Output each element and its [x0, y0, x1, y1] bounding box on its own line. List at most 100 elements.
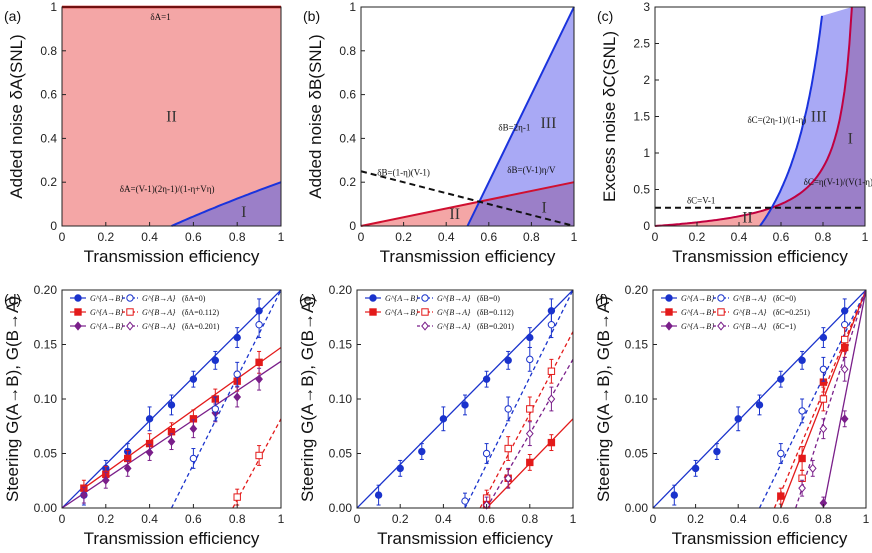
data-point	[504, 473, 513, 483]
y-tick-label: 0.2	[339, 175, 356, 189]
panel-label: (d)	[4, 291, 21, 307]
annotation-red: δB=(V-1)η/V	[507, 165, 556, 175]
legend-param: (δA=0)	[182, 294, 206, 303]
x-tick-label: 0.2	[97, 230, 114, 244]
x-tick-label: 0.8	[229, 512, 246, 526]
y-axis-label: Excess noise δC(SNL)	[600, 31, 619, 202]
data-point	[255, 358, 263, 367]
x-tick-label: 0.4	[141, 230, 158, 244]
series-4	[482, 386, 556, 510]
legend: G^{A→B} G^{A→B} G^{B→A} G^{B→A} G^{B→A} (δB=0…	[365, 294, 514, 331]
y-tick-label: 3	[643, 0, 650, 14]
x-tick-label: 0.8	[229, 230, 246, 244]
y-tick-label: 0.4	[40, 131, 57, 145]
y-tick-label: 0.10	[34, 392, 58, 406]
legend-param: (δB=0)	[477, 294, 500, 303]
data-point	[798, 483, 806, 493]
legend-label: G^{B→A}	[142, 294, 176, 303]
x-tick-label: 0.4	[730, 512, 747, 526]
data-point	[461, 401, 469, 409]
legend-marker	[421, 308, 429, 316]
legend-label: G^{A→B}	[681, 308, 715, 317]
data-point	[819, 395, 828, 403]
y-tick-label: 1	[643, 146, 650, 160]
legend-marker	[369, 308, 377, 316]
annotation-blue: δB=2η-1	[498, 122, 530, 132]
data-point	[755, 401, 764, 409]
legend-marker	[421, 294, 429, 302]
region-I-label: I	[241, 204, 246, 221]
x-tick-label: 0.4	[141, 512, 158, 526]
fit-line-1	[83, 346, 281, 489]
plot-frame	[356, 289, 574, 509]
y-tick-label: 0	[349, 219, 356, 233]
x-axis-label: Transmission efficiency	[380, 247, 556, 266]
data-point	[482, 449, 491, 458]
legend-param: (δC=0.251)	[773, 308, 810, 317]
legend-param: (δC=1)	[773, 322, 796, 331]
data-point	[777, 492, 785, 500]
data-point	[819, 424, 828, 434]
legend-marker	[665, 308, 673, 316]
data-point	[233, 333, 241, 342]
data-point	[374, 491, 383, 499]
series-5	[798, 356, 849, 497]
y-tick-label: 0.10	[625, 392, 649, 406]
x-tick-label: 1	[278, 230, 285, 244]
y-tick-label: 0.05	[34, 447, 58, 461]
x-tick-label: 0	[59, 230, 66, 244]
blue-boundary-curve	[759, 15, 823, 227]
fit-line-3	[170, 290, 281, 508]
region-I-fill	[760, 7, 865, 226]
legend-marker	[74, 294, 82, 302]
data-point	[691, 464, 700, 473]
x-tick-label: 0	[652, 230, 659, 244]
x-axis-label: Transmission efficiency	[672, 247, 848, 266]
legend-label: G^{B→A}	[733, 308, 767, 317]
legend-label: G^{B→A}	[142, 322, 176, 331]
y-tick-label: 0.5	[633, 183, 650, 197]
red-boundary-curve	[654, 6, 853, 227]
data-point	[233, 370, 241, 378]
plot-frame	[61, 289, 282, 509]
data-point	[713, 447, 721, 456]
fit-line-4	[773, 290, 866, 508]
y-tick-label: 0.4	[339, 131, 356, 145]
data-point	[819, 333, 828, 342]
region-I-label: I	[542, 199, 547, 216]
plot-frame	[360, 6, 575, 227]
plot-frame	[652, 289, 867, 509]
panel-label: (b)	[303, 8, 320, 24]
data-point	[396, 464, 404, 473]
panel-c: IIIIIIδC=(2η-1)/(1-η)δC=η(V-1)/(V(1-η))δ…	[597, 0, 872, 266]
legend-label: G^{B→A}	[733, 294, 767, 303]
series-0	[670, 298, 849, 506]
series-4	[233, 445, 263, 506]
legend-param: (δA=0.112)	[182, 308, 219, 317]
x-tick-label: 0	[650, 512, 657, 526]
y-tick-label: 0.6	[40, 88, 57, 102]
x-tick-label: 1	[571, 230, 578, 244]
annotation-blue: δC=(2η-1)/(1-η)	[747, 115, 806, 125]
x-tick-label: 1	[863, 512, 870, 526]
x-tick-label: 0.4	[438, 230, 455, 244]
region-II-label: II	[166, 109, 177, 126]
data-point	[547, 367, 556, 375]
y-tick-label: 0.10	[329, 392, 353, 406]
x-tick-label: 0.2	[687, 512, 704, 526]
y-tick-label: 0.05	[625, 447, 649, 461]
region-II-fill	[655, 207, 772, 226]
legend-label: G^{B→A}	[437, 294, 471, 303]
blue-boundary-line	[466, 6, 575, 227]
fit-line-2	[464, 290, 573, 508]
fit-line-3	[758, 290, 866, 508]
y-tick-label: 0.05	[329, 447, 353, 461]
data-point	[167, 437, 176, 447]
legend-label: G^{A→B}	[385, 294, 419, 303]
x-tick-label: 1	[570, 512, 577, 526]
legend-marker	[717, 294, 725, 302]
data-point	[526, 458, 534, 467]
legend-marker	[126, 294, 134, 302]
panel-f: G^{A→B} G^{A→B} G^{A→B} G^{B→A} G^{B→A} G^{B→…	[594, 283, 870, 548]
plot-frame	[654, 6, 866, 227]
